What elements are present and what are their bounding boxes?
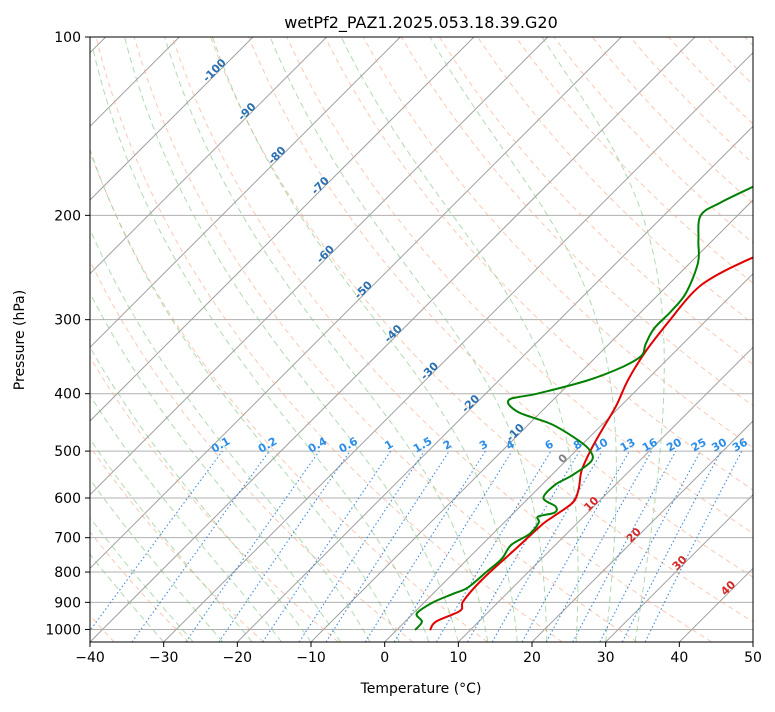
y-tick-label: 300: [54, 313, 81, 329]
x-tick-label: 0: [380, 650, 389, 666]
x-tick-label: −40: [75, 650, 105, 666]
y-tick-label: 800: [54, 565, 81, 581]
y-tick-label: 900: [54, 595, 81, 611]
y-tick-label: 400: [54, 387, 81, 403]
x-tick-label: 40: [670, 650, 688, 666]
x-tick-label: −10: [296, 650, 326, 666]
y-tick-label: 200: [54, 208, 81, 224]
x-axis-label: Temperature (°C): [360, 681, 482, 697]
x-tick-label: 30: [597, 650, 615, 666]
x-tick-label: 50: [744, 650, 762, 666]
x-tick-label: 10: [449, 650, 467, 666]
y-tick-label: 500: [54, 444, 81, 460]
x-tick-label: −20: [223, 650, 253, 666]
x-tick-label: −30: [149, 650, 179, 666]
x-tick-label: 20: [523, 650, 541, 666]
y-tick-label: 100: [54, 30, 81, 46]
y-tick-label: 600: [54, 491, 81, 507]
y-tick-label: 1000: [45, 622, 81, 638]
y-tick-label: 700: [54, 531, 81, 547]
chart-title: wetPf2_PAZ1.2025.053.18.39.G20: [284, 13, 558, 33]
y-axis-label: Pressure (hPa): [12, 290, 28, 390]
